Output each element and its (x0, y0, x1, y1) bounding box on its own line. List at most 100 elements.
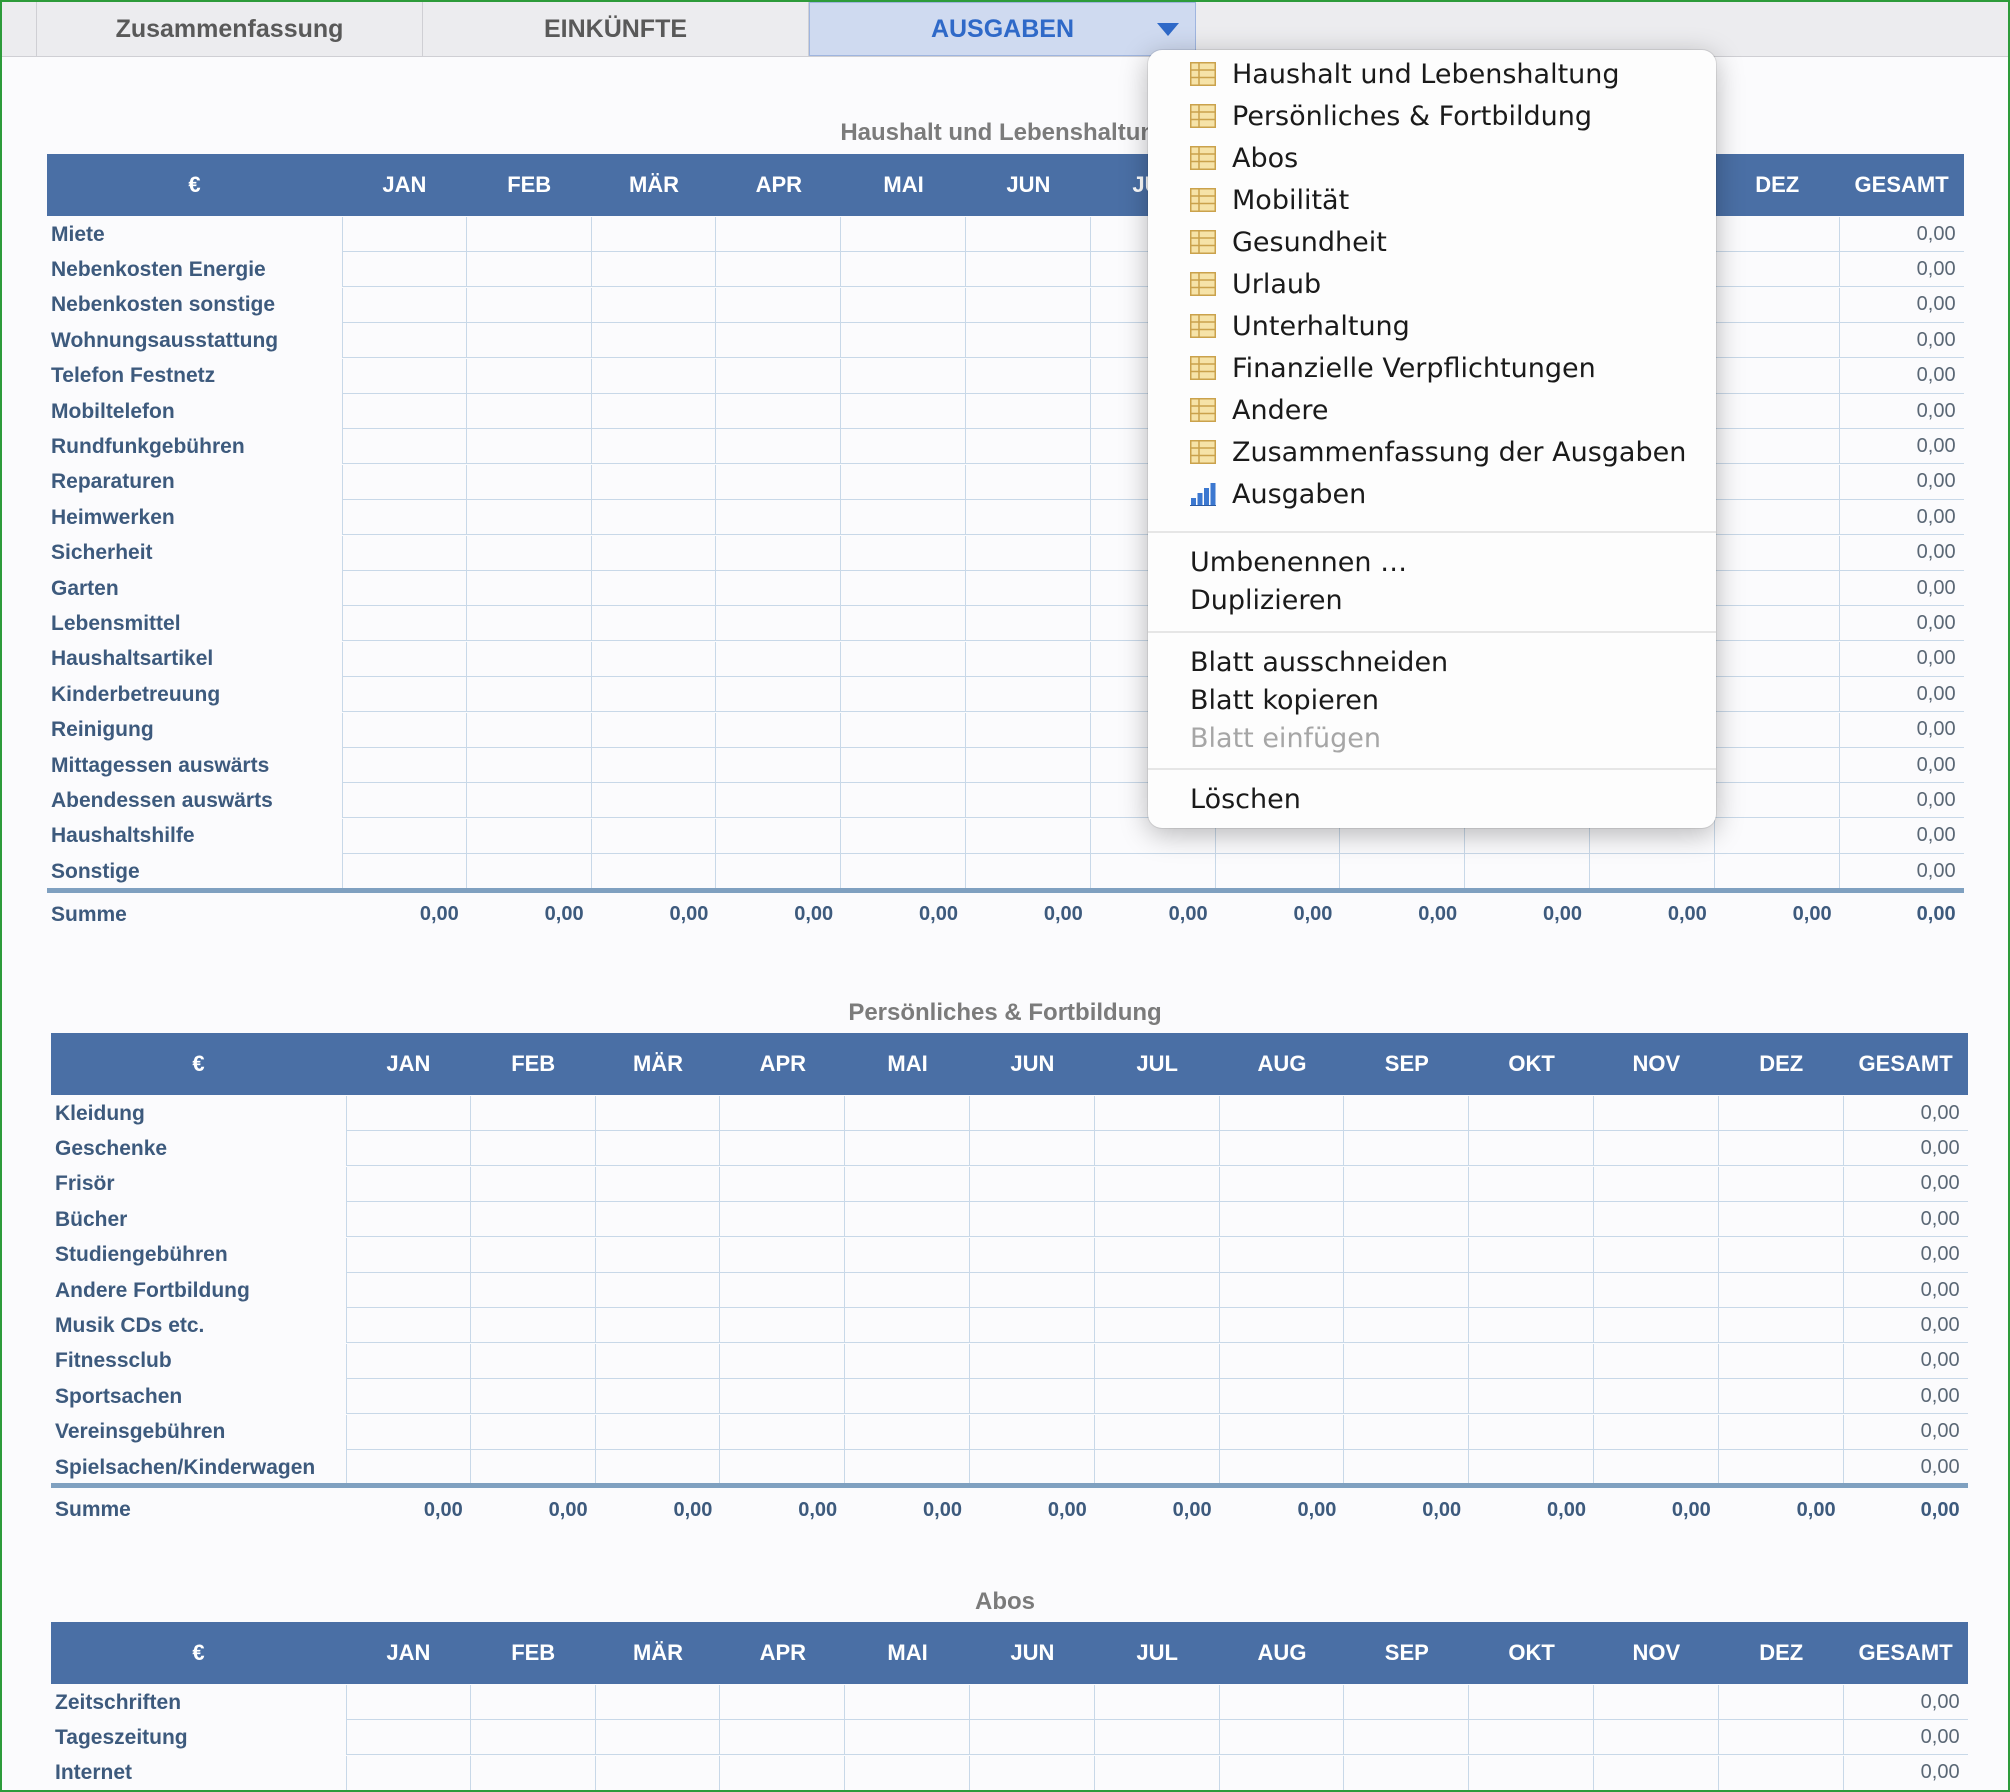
input-cell[interactable] (1594, 1308, 1719, 1344)
input-cell[interactable] (1469, 1096, 1594, 1131)
input-cell[interactable] (1215, 854, 1341, 890)
input-cell[interactable] (1594, 1166, 1719, 1202)
input-cell[interactable] (470, 1755, 596, 1790)
input-cell[interactable] (470, 1450, 596, 1485)
input-cell[interactable] (966, 641, 1091, 677)
input-cell[interactable] (466, 464, 592, 500)
input-cell[interactable] (841, 854, 966, 890)
input-cell[interactable] (845, 1308, 970, 1344)
input-cell[interactable] (966, 394, 1091, 429)
input-cell[interactable] (716, 748, 842, 783)
input-cell[interactable] (342, 783, 467, 819)
input-cell[interactable] (966, 287, 1091, 323)
input-cell[interactable] (1714, 358, 1840, 394)
input-cell[interactable] (1714, 571, 1840, 606)
input-cell[interactable] (346, 1414, 471, 1450)
input-cell[interactable] (1344, 1308, 1470, 1344)
input-cell[interactable] (845, 1237, 970, 1273)
input-cell[interactable] (1714, 464, 1840, 500)
input-cell[interactable] (470, 1720, 596, 1756)
input-cell[interactable] (1219, 1202, 1345, 1238)
menu-item-sheet[interactable]: Persönliches & Fortbildung (1148, 96, 1716, 136)
input-cell[interactable] (1718, 1379, 1844, 1415)
input-cell[interactable] (966, 783, 1091, 819)
input-cell[interactable] (595, 1450, 721, 1485)
input-cell[interactable] (1094, 1755, 1220, 1790)
input-cell[interactable] (470, 1343, 596, 1379)
input-cell[interactable] (1590, 818, 1715, 854)
input-cell[interactable] (595, 1131, 721, 1167)
input-cell[interactable] (841, 818, 966, 854)
input-cell[interactable] (591, 358, 717, 394)
input-cell[interactable] (1219, 1685, 1345, 1720)
menu-item-duplicate[interactable]: Duplizieren (1148, 580, 1716, 620)
input-cell[interactable] (966, 606, 1091, 642)
input-cell[interactable] (966, 818, 1091, 854)
input-cell[interactable] (1469, 1379, 1594, 1415)
input-cell[interactable] (346, 1273, 471, 1308)
input-cell[interactable] (1718, 1450, 1844, 1485)
input-cell[interactable] (591, 217, 717, 252)
input-cell[interactable] (966, 677, 1091, 713)
menu-item-sheet[interactable]: Unterhaltung (1148, 306, 1716, 346)
chevron-down-icon[interactable] (1157, 23, 1179, 36)
input-cell[interactable] (970, 1131, 1095, 1167)
input-cell[interactable] (845, 1414, 970, 1450)
input-cell[interactable] (466, 323, 592, 359)
input-cell[interactable] (1718, 1131, 1844, 1167)
input-cell[interactable] (1714, 394, 1840, 429)
input-cell[interactable] (466, 535, 592, 571)
input-cell[interactable] (1219, 1720, 1345, 1756)
input-cell[interactable] (1594, 1343, 1719, 1379)
menu-item-sheet[interactable]: Gesundheit (1148, 222, 1716, 262)
input-cell[interactable] (1215, 818, 1341, 854)
input-cell[interactable] (716, 641, 842, 677)
input-cell[interactable] (591, 394, 717, 429)
input-cell[interactable] (1469, 1343, 1594, 1379)
input-cell[interactable] (466, 606, 592, 642)
input-cell[interactable] (1219, 1755, 1345, 1790)
input-cell[interactable] (970, 1720, 1095, 1756)
input-cell[interactable] (841, 571, 966, 606)
input-cell[interactable] (591, 323, 717, 359)
input-cell[interactable] (346, 1343, 471, 1379)
input-cell[interactable] (841, 394, 966, 429)
input-cell[interactable] (716, 429, 842, 465)
input-cell[interactable] (595, 1166, 721, 1202)
input-cell[interactable] (966, 464, 1091, 500)
input-cell[interactable] (1594, 1237, 1719, 1273)
input-cell[interactable] (716, 358, 842, 394)
input-cell[interactable] (1469, 1131, 1594, 1167)
input-cell[interactable] (1469, 1450, 1594, 1485)
input-cell[interactable] (1344, 1450, 1470, 1485)
input-cell[interactable] (1219, 1414, 1345, 1450)
input-cell[interactable] (346, 1308, 471, 1344)
input-cell[interactable] (720, 1237, 846, 1273)
input-cell[interactable] (595, 1414, 721, 1450)
input-cell[interactable] (591, 464, 717, 500)
input-cell[interactable] (342, 571, 467, 606)
input-cell[interactable] (966, 429, 1091, 465)
input-cell[interactable] (1344, 1202, 1470, 1238)
input-cell[interactable] (342, 252, 467, 288)
input-cell[interactable] (716, 500, 842, 536)
input-cell[interactable] (342, 641, 467, 677)
input-cell[interactable] (716, 535, 842, 571)
input-cell[interactable] (591, 712, 717, 748)
input-cell[interactable] (716, 571, 842, 606)
input-cell[interactable] (841, 783, 966, 819)
input-cell[interactable] (966, 854, 1091, 890)
input-cell[interactable] (346, 1096, 471, 1131)
input-cell[interactable] (470, 1273, 596, 1308)
input-cell[interactable] (342, 429, 467, 465)
input-cell[interactable] (470, 1166, 596, 1202)
input-cell[interactable] (1718, 1308, 1844, 1344)
input-cell[interactable] (966, 535, 1091, 571)
input-cell[interactable] (1219, 1273, 1345, 1308)
input-cell[interactable] (970, 1343, 1095, 1379)
input-cell[interactable] (1594, 1273, 1719, 1308)
input-cell[interactable] (1714, 535, 1840, 571)
input-cell[interactable] (845, 1379, 970, 1415)
menu-item-cut-sheet[interactable]: Blatt ausschneiden (1148, 642, 1716, 682)
input-cell[interactable] (1594, 1685, 1719, 1720)
